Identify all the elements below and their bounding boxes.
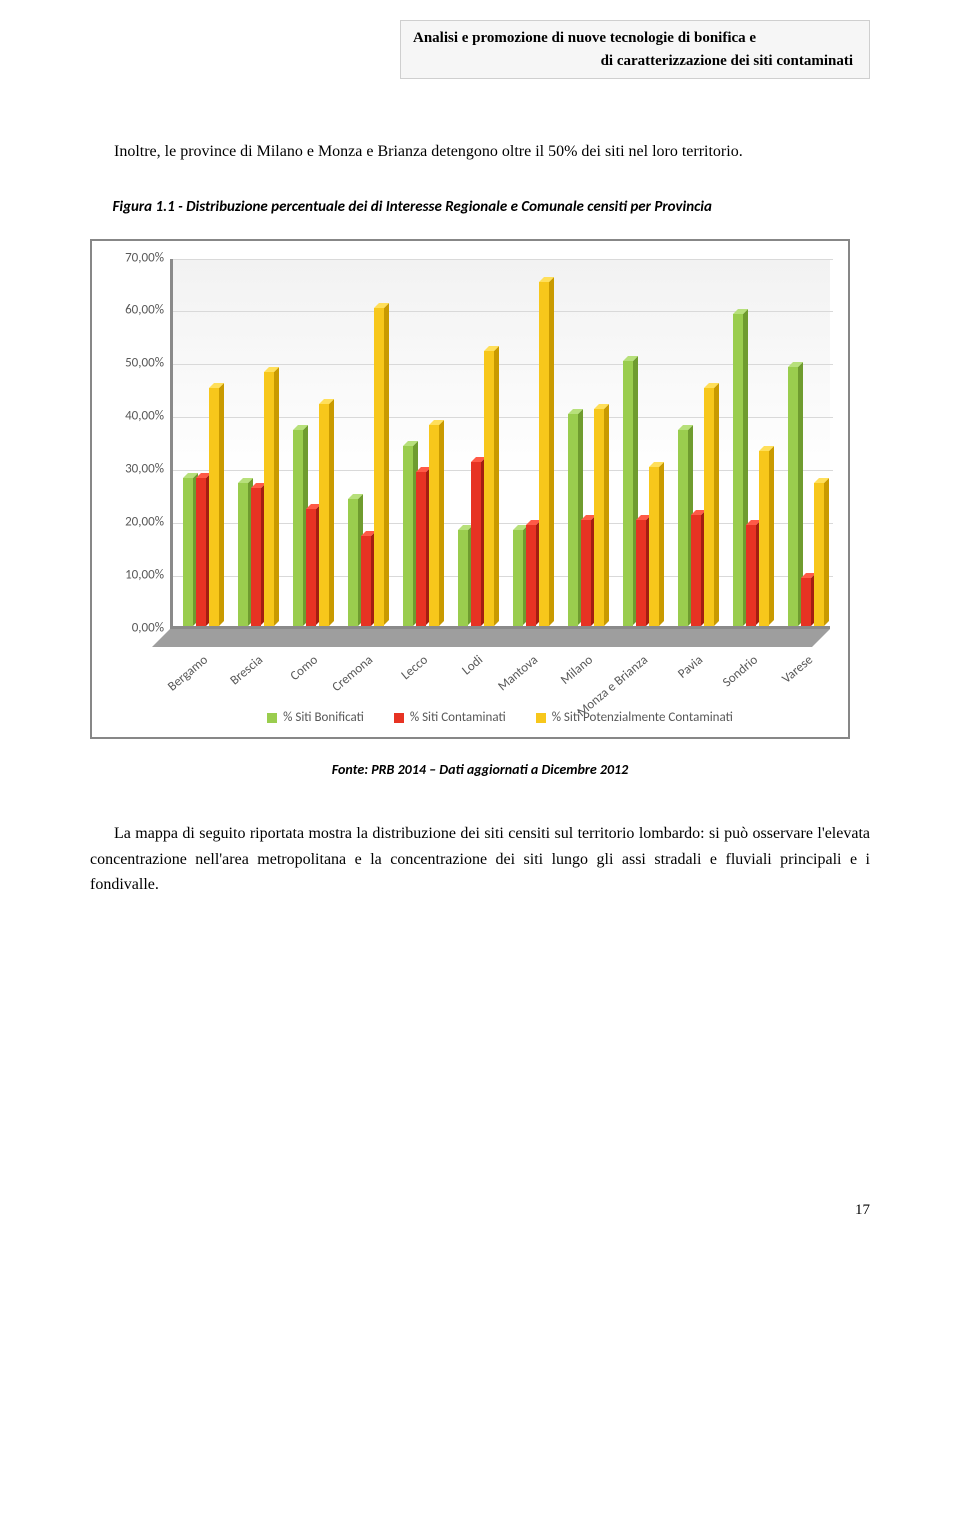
chart-bar — [471, 462, 481, 626]
chart-bar — [458, 530, 468, 625]
chart-bar — [513, 530, 523, 625]
paragraph-map: La mappa di seguito riportata mostra la … — [90, 821, 870, 898]
chart-bar — [759, 451, 769, 625]
chart-ytick-label: 30,00% — [92, 460, 164, 481]
chart-bar — [788, 367, 798, 626]
chart-bar — [348, 499, 358, 626]
chart-bar — [374, 308, 384, 625]
chart-bar — [539, 282, 549, 626]
chart-bar — [429, 425, 439, 626]
figure-caption: Figura 1.1 - Distribuzione percentuale d… — [90, 195, 870, 219]
legend-swatch — [394, 713, 404, 723]
chart-bar — [636, 520, 646, 626]
chart-bar — [733, 314, 743, 626]
chart-bar — [801, 578, 811, 626]
chart-bar — [649, 467, 659, 626]
legend-label: % Siti Bonificati — [283, 708, 364, 729]
chart-bar — [319, 404, 329, 626]
chart-ytick-label: 50,00% — [92, 354, 164, 375]
chart-source: Fonte: PRB 2014 – Dati aggiornati a Dice… — [90, 759, 870, 781]
legend-item: % Siti Contaminati — [394, 708, 506, 729]
chart-bar — [361, 536, 371, 626]
legend-item: % Siti Bonificati — [267, 708, 364, 729]
paragraph-intro: Inoltre, le province di Milano e Monza e… — [90, 139, 870, 165]
chart-bar — [264, 372, 274, 626]
chart-ytick-label: 40,00% — [92, 407, 164, 428]
chart-bar — [594, 409, 604, 626]
chart-plot-area — [170, 259, 830, 629]
chart-bar — [238, 483, 248, 626]
chart-bar — [526, 525, 536, 625]
chart-bar — [416, 472, 426, 625]
chart-bar — [403, 446, 413, 626]
chart-bar — [568, 414, 578, 625]
legend-label: % Siti Contaminati — [410, 708, 506, 729]
chart-bar — [209, 388, 219, 626]
distribution-chart: 0,00% 10,00% 20,00% 30,00% 40,00% 50,00% 60,00… — [90, 239, 850, 739]
page-number: 17 — [90, 1198, 870, 1222]
chart-gridline — [173, 259, 833, 260]
chart-ytick-label: 10,00% — [92, 565, 164, 586]
legend-swatch — [267, 713, 277, 723]
chart-bar — [306, 509, 316, 625]
header-line-2: di caratterizzazione dei siti contaminat… — [413, 50, 857, 73]
chart-bar — [183, 478, 193, 626]
chart-bar — [484, 351, 494, 626]
chart-ytick-label: 20,00% — [92, 512, 164, 533]
chart-bar — [623, 361, 633, 625]
legend-swatch — [536, 713, 546, 723]
chart-floor — [152, 629, 830, 647]
chart-bar — [196, 478, 206, 626]
chart-bar — [678, 430, 688, 626]
legend-label: % Siti Potenzialmente Contaminati — [552, 708, 733, 729]
legend-item: % Siti Potenzialmente Contaminati — [536, 708, 733, 729]
header-line-1: Analisi e promozione di nuove tecnologie… — [413, 27, 857, 50]
chart-bar — [581, 520, 591, 626]
chart-bar — [704, 388, 714, 626]
page-header-box: Analisi e promozione di nuove tecnologie… — [400, 20, 870, 79]
chart-legend: % Siti Bonificati % Siti Contaminati % Sit… — [172, 708, 828, 729]
chart-bar — [746, 525, 756, 625]
chart-bar — [251, 488, 261, 625]
chart-ytick-label: 70,00% — [92, 248, 164, 269]
chart-ytick-label: 0,00% — [92, 618, 164, 639]
chart-bar — [691, 515, 701, 626]
chart-bar — [293, 430, 303, 626]
chart-bar — [814, 483, 824, 626]
chart-ytick-label: 60,00% — [92, 301, 164, 322]
